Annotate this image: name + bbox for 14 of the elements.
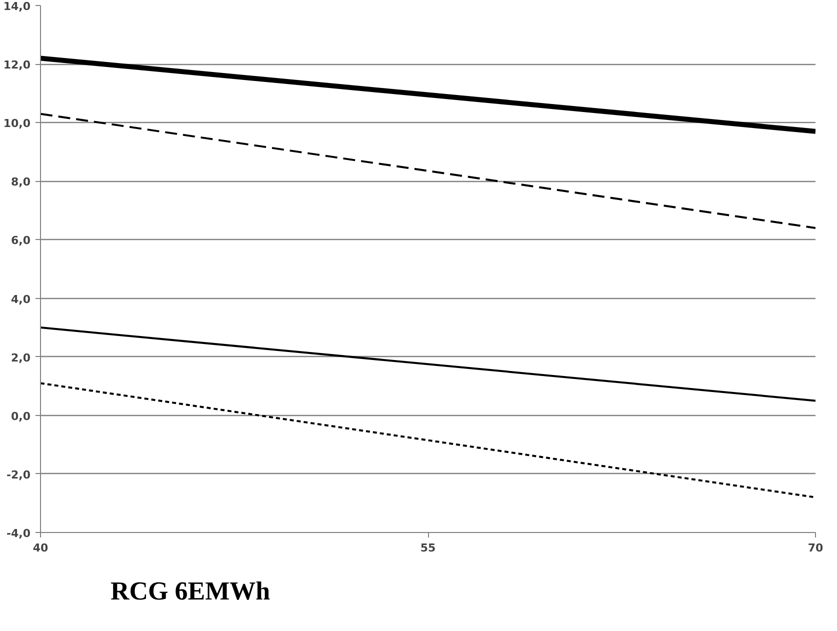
x-tick-label: 55 xyxy=(420,542,436,554)
y-tick-label: -2,0 xyxy=(6,468,31,482)
y-tick-label: 4,0 xyxy=(11,292,31,306)
y-tick-label: -4,0 xyxy=(6,527,31,540)
y-tick-label: 10,0 xyxy=(3,117,31,130)
y-tick-label: 14,0 xyxy=(3,0,31,13)
y-tick-label: 12,0 xyxy=(3,58,31,72)
y-tick-label: 8,0 xyxy=(11,176,31,189)
y-tick-label: 2,0 xyxy=(11,351,31,364)
x-tick-label: 40 xyxy=(32,542,48,554)
y-tick-label: 0,0 xyxy=(11,410,31,423)
text: RCG 6EMWh xyxy=(110,576,271,606)
x-tick-label: 70 xyxy=(808,542,824,554)
y-tick-label: 6,0 xyxy=(11,234,31,248)
